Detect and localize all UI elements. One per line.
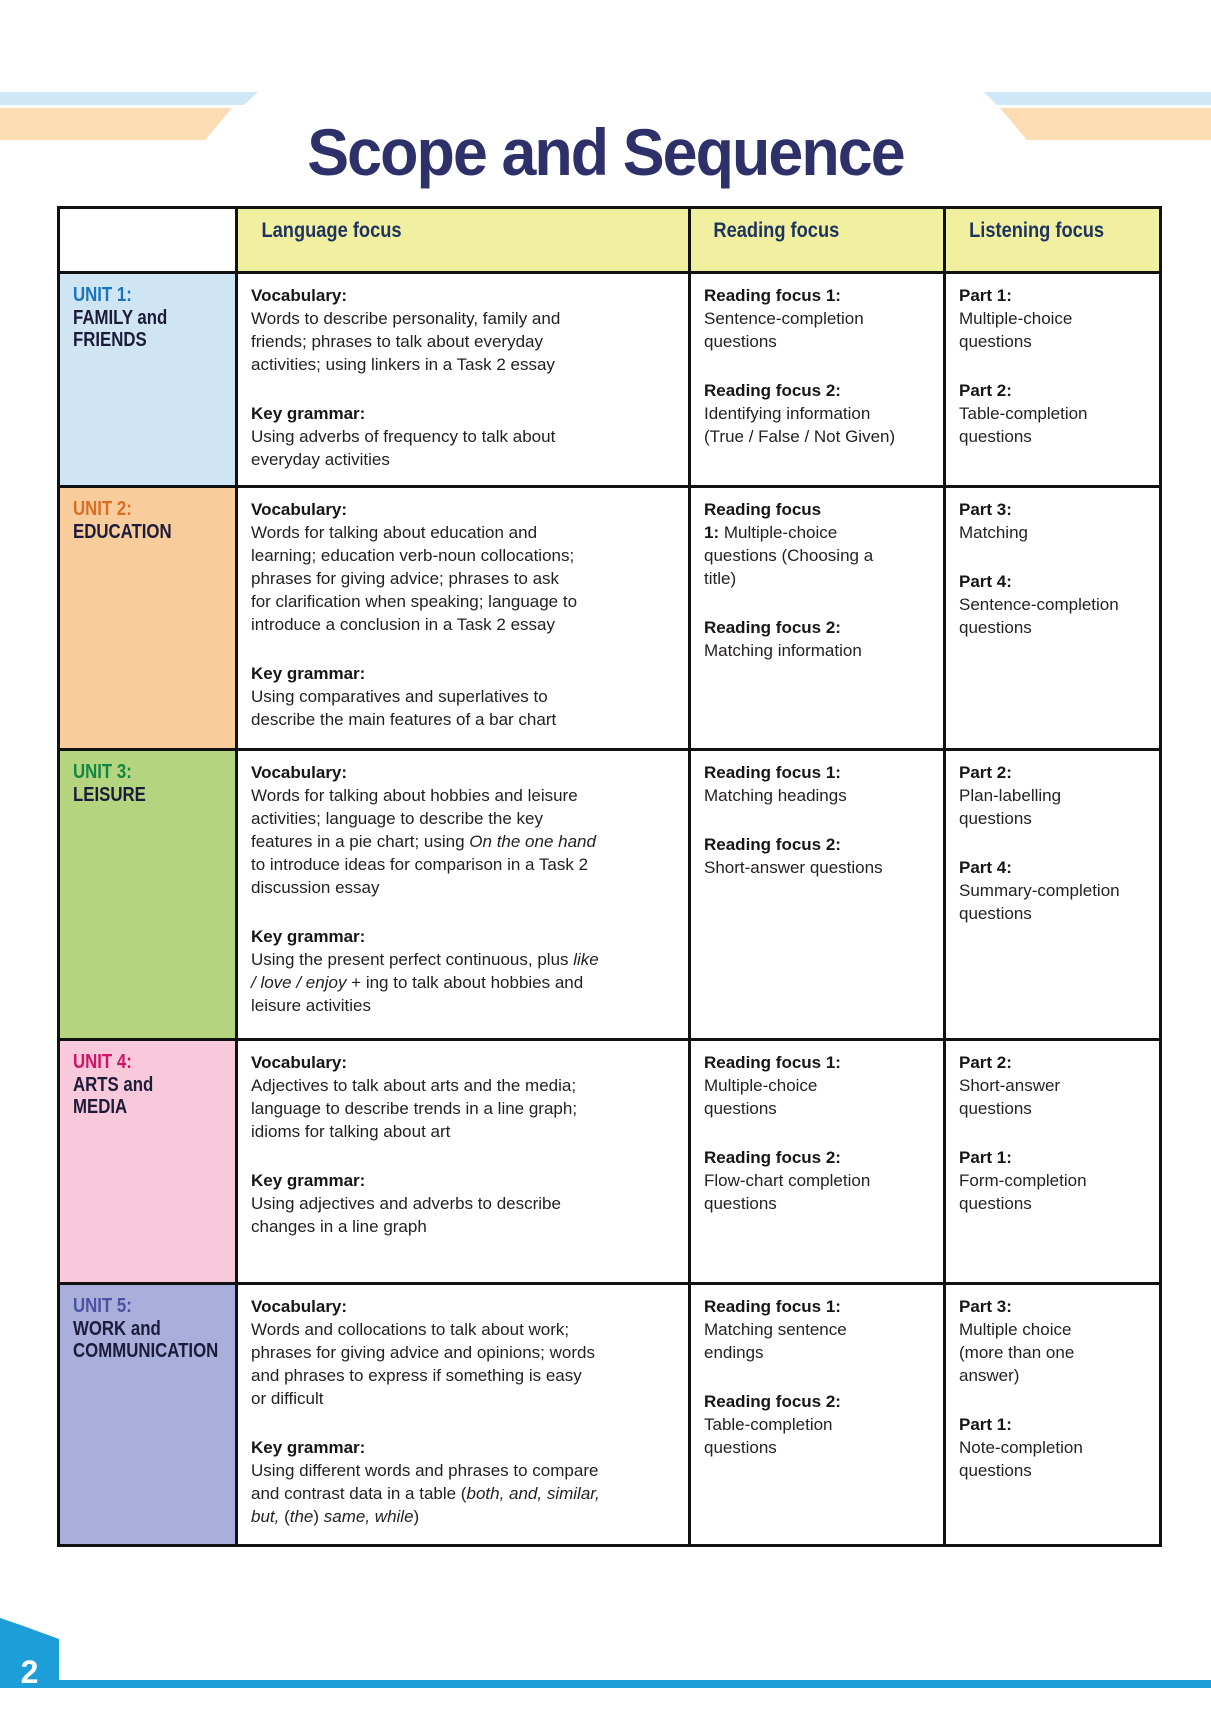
content-block: Reading focus 1: Multiple-choice questions… (704, 500, 874, 588)
content-block: Part 3: Multiple choice (more than one answ… (959, 1297, 1075, 1385)
listening-cell-2: Part 3: Matching Part 4: Sentence-completio… (943, 485, 1162, 751)
content-block: Part 1: Multiple-choice questions (959, 286, 1073, 351)
content-block: Vocabulary: Words for talking about hobbi… (251, 763, 596, 897)
unit-label: UNIT 5: (73, 1295, 132, 1317)
header-cell-language: Language focus (235, 206, 691, 274)
unit-label: UNIT 4: (73, 1051, 132, 1073)
unit-row-3: UNIT 3: LEISURE Vocabulary: Words for tal… (57, 748, 1162, 1041)
content-block: Vocabulary: Words and collocations to tal… (251, 1297, 595, 1408)
content-block: Reading focus 1: Matching headings (704, 763, 847, 805)
content-block: Reading focus 2: Flow-chart completion que… (704, 1148, 871, 1213)
header-label-language: Language focus (261, 219, 402, 242)
reading-cell-3: Reading focus 1: Matching headings Reading… (688, 748, 946, 1041)
unit-row-4: UNIT 4: ARTS and MEDIA Vocabulary: Adject… (57, 1038, 1162, 1285)
unit-label: UNIT 1: (73, 284, 132, 306)
content-block: Vocabulary: Adjectives to talk about arts… (251, 1053, 578, 1141)
title-stripe-right-blue (984, 92, 1211, 105)
unit-block-1: UNIT 1: FAMILY and FRIENDS (73, 284, 202, 352)
unit-name: ARTS and MEDIA (73, 1073, 154, 1119)
content-block: Key grammar: Using adjectives and adverbs… (251, 1171, 561, 1236)
content-block: Reading focus 1: Sentence-completion quest… (704, 286, 864, 351)
content-block: Part 2: Table-completion questions (959, 381, 1088, 446)
unit-name: EDUCATION (73, 520, 172, 543)
unit-cell-2: UNIT 2: EDUCATION (57, 485, 238, 751)
content-block: Part 1: Note-completion questions (959, 1415, 1083, 1480)
content-block: Reading focus 1: Multiple-choice questions (704, 1053, 841, 1118)
content-block: Part 1: Form-completion questions (959, 1148, 1087, 1213)
page-number-tab: 2 (0, 1618, 59, 1688)
language-cell-3: Vocabulary: Words for talking about hobbi… (235, 748, 691, 1041)
unit-block-5: UNIT 5: WORK and COMMUNICATION (73, 1295, 219, 1363)
title-stripe-right-peach (1000, 108, 1211, 140)
listening-cell-5: Part 3: Multiple choice (more than one answ… (943, 1282, 1162, 1547)
scope-table: Language focus Reading focus Listening f… (57, 206, 1162, 1547)
content-block: Part 4: Sentence-completion questions (959, 572, 1119, 637)
content-block: Key grammar: Using the present perfect co… (251, 927, 599, 1015)
reading-cell-5: Reading focus 1: Matching sentence endings… (688, 1282, 946, 1547)
listening-cell-3: Part 2: Plan-labelling questions Part 4: Sum… (943, 748, 1162, 1041)
content-block: Part 2: Plan-labelling questions (959, 763, 1062, 828)
reading-cell-2: Reading focus 1: Multiple-choice questions… (688, 485, 946, 751)
content-block: Key grammar: Using different words and ph… (251, 1438, 600, 1526)
title-stripe-left-blue (0, 92, 258, 105)
content-block: Reading focus 1: Matching sentence endings (704, 1297, 847, 1362)
page-number: 2 (20, 1654, 39, 1690)
page-title: Scope and Sequence (307, 115, 905, 190)
unit-block-3: UNIT 3: LEISURE (73, 761, 202, 806)
unit-row-5: UNIT 5: WORK and COMMUNICATION Vocabular… (57, 1282, 1162, 1547)
header-cell-empty (57, 206, 238, 274)
unit-label: UNIT 2: (73, 498, 132, 520)
reading-cell-1: Reading focus 1: Sentence-completion quest… (688, 271, 946, 488)
content-block: Reading focus 2: Matching information (704, 618, 862, 660)
content-block: Part 3: Matching (959, 500, 1028, 542)
header-cell-reading: Reading focus (688, 206, 946, 274)
unit-cell-4: UNIT 4: ARTS and MEDIA (57, 1038, 238, 1285)
unit-name: LEISURE (73, 783, 146, 806)
unit-name: WORK and COMMUNICATION (73, 1317, 219, 1363)
listening-cell-4: Part 2: Short-answer questions Part 1: Form-… (943, 1038, 1162, 1285)
language-cell-4: Vocabulary: Adjectives to talk about arts… (235, 1038, 691, 1285)
footer-bar (58, 1680, 1211, 1688)
unit-name: FAMILY and FRIENDS (73, 306, 168, 352)
unit-row-1: UNIT 1: FAMILY and FRIENDS Vocabulary: Wo… (57, 271, 1162, 488)
unit-cell-3: UNIT 3: LEISURE (57, 748, 238, 1041)
unit-cell-5: UNIT 5: WORK and COMMUNICATION (57, 1282, 238, 1547)
title-stripe-left-peach (0, 108, 232, 140)
unit-block-4: UNIT 4: ARTS and MEDIA (73, 1051, 202, 1119)
header-row: Language focus Reading focus Listening f… (57, 206, 1162, 274)
content-block: Reading focus 2: Table-completion question… (704, 1392, 841, 1457)
reading-cell-4: Reading focus 1: Multiple-choice questions… (688, 1038, 946, 1285)
content-block: Part 2: Short-answer questions (959, 1053, 1061, 1118)
language-cell-2: Vocabulary: Words for talking about educa… (235, 485, 691, 751)
unit-cell-1: UNIT 1: FAMILY and FRIENDS (57, 271, 238, 488)
listening-cell-1: Part 1: Multiple-choice questions Part 2: Ta… (943, 271, 1162, 488)
unit-row-2: UNIT 2: EDUCATION Vocabulary: Words for t… (57, 485, 1162, 751)
language-cell-5: Vocabulary: Words and collocations to tal… (235, 1282, 691, 1547)
content-block: Key grammar: Using adverbs of frequency t… (251, 404, 556, 469)
content-block: Reading focus 2: Short-answer questions (704, 835, 883, 877)
language-cell-1: Vocabulary: Words to describe personality… (235, 271, 691, 488)
content-block: Reading focus 2: Identifying information(… (704, 381, 896, 446)
content-block: Key grammar: Using comparatives and super… (251, 664, 557, 729)
content-block: Vocabulary: Words to describe personality… (251, 286, 561, 374)
header-cell-listening: Listening focus (943, 206, 1162, 274)
content-block: Part 4: Summary-completion questions (959, 858, 1120, 923)
header-label-reading: Reading focus (713, 219, 840, 242)
header-label-listening: Listening focus (969, 219, 1105, 242)
unit-label: UNIT 3: (73, 761, 132, 783)
unit-block-2: UNIT 2: EDUCATION (73, 498, 202, 543)
content-block: Vocabulary: Words for talking about educa… (251, 500, 578, 634)
